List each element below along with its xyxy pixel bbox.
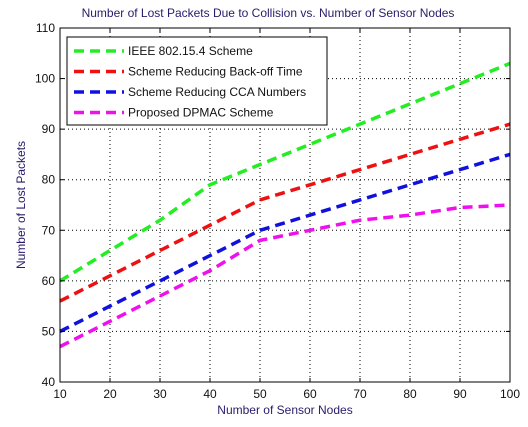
x-tick-label: 60 [303,387,317,401]
y-tick-label: 60 [42,274,56,288]
legend-label-3: Scheme Reducing CCA Numbers [128,85,306,99]
grid [60,28,510,382]
legend-items: IEEE 802.15.4 Scheme Scheme Reducing Back… [74,44,306,120]
x-tick-label: 50 [253,387,267,401]
axis-ticks [59,27,511,383]
x-tick-label: 100 [500,387,520,401]
series-line-1 [59,61,511,283]
y-tick-label: 100 [35,72,55,86]
y-tick-label: 50 [42,324,56,338]
legend: IEEE 802.15.4 Scheme Scheme Reducing Back… [66,36,328,126]
legend-label-2: Scheme Reducing Back-off Time [128,65,303,79]
y-tick-label: 80 [42,173,56,187]
x-axis-label: Number of Sensor Nodes [217,403,352,417]
legend-label-4: Proposed DPMAC Scheme [128,106,274,120]
legend-label-1: IEEE 802.15.4 Scheme [128,44,253,58]
x-tick-label: 90 [453,387,467,401]
plot-frame [59,27,511,383]
series-line-2 [59,122,511,303]
y-axis-label: Number of Lost Packets [14,141,28,269]
y-tick-label: 110 [36,21,55,35]
x-tick-label: 70 [353,387,367,401]
x-tick-label: 30 [153,387,167,401]
y-tick-label: 70 [42,223,56,237]
y-tick-label: 90 [42,122,56,136]
x-tick-label: 20 [103,387,117,401]
x-tick-label: 40 [203,387,217,401]
series-line-3 [59,152,511,333]
x-tick-label: 80 [403,387,417,401]
tick-labels: 10 20 30 40 50 60 70 80 90 100 40 50 60 70 80 90 100 110 [35,21,520,401]
series-line-4 [59,203,511,349]
chart-title: Number of Lost Packets Due to Collision … [82,6,455,20]
series-group [59,61,511,349]
y-tick-label: 40 [42,375,56,389]
x-tick-label: 10 [53,387,67,401]
